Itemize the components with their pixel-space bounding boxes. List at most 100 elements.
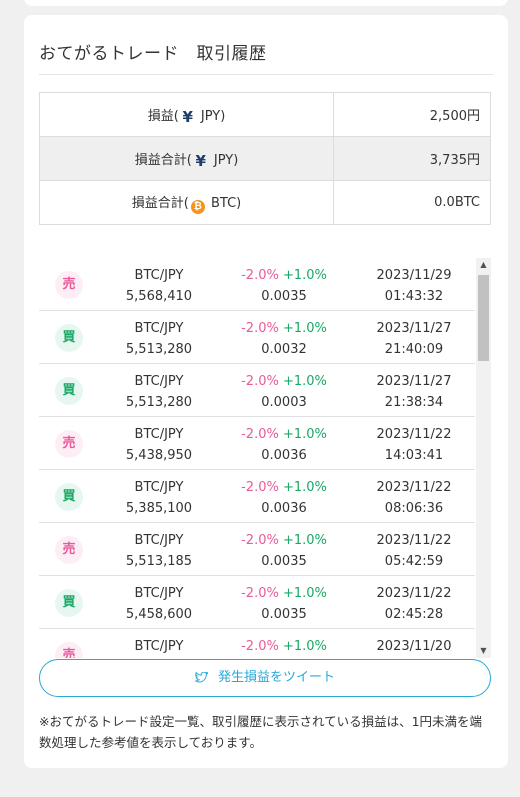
table-row: 売 BTC/JPY 5,438,950 -2.0% +1.0% 0.0036 2023/1… <box>39 417 475 470</box>
take-profit-percent: +1.0% <box>282 321 327 336</box>
buy-badge: 買 <box>55 483 83 511</box>
stop-loss-percent: -2.0% <box>241 427 279 442</box>
stop-loss-percent: -2.0% <box>241 480 279 495</box>
stop-take-settings: -2.0% +1.0% <box>229 268 339 283</box>
take-profit-percent: +1.0% <box>282 374 327 389</box>
tweet-button-label: 発生損益をツイート <box>217 670 335 685</box>
summary-value: 0.0BTC <box>333 180 491 225</box>
trade-date: 2023/11/20 <box>376 639 452 654</box>
stop-take-settings: -2.0% +1.0% <box>229 427 339 442</box>
trade-date: 2023/11/27 <box>376 374 452 389</box>
trade-date: 2023/11/29 <box>376 268 452 283</box>
currency-pair: BTC/JPY <box>134 268 184 283</box>
sell-badge: 売 <box>55 536 83 564</box>
trade-date: 2023/11/22 <box>376 586 452 601</box>
trade-price: 5,513,280 <box>125 342 193 357</box>
stop-take-settings: -2.0% +1.0% <box>229 374 339 389</box>
sell-badge: 売 <box>55 642 83 658</box>
stop-take-settings: -2.0% +1.0% <box>229 639 339 654</box>
currency-pair: BTC/JPY <box>134 480 184 495</box>
scroll-down-arrow-icon[interactable]: ▼ <box>480 646 487 655</box>
take-profit-percent: +1.0% <box>282 427 327 442</box>
trade-rows: 売 BTC/JPY 5,568,410 -2.0% +1.0% 0.0035 2023/1… <box>39 258 475 658</box>
table-row: 買 BTC/JPY 5,513,280 -2.0% +1.0% 0.0032 2023/1… <box>39 311 475 364</box>
page-title: おてがるトレード 取引履歴 <box>39 39 493 75</box>
stop-loss-percent: -2.0% <box>241 268 279 283</box>
stop-loss-percent: -2.0% <box>241 533 279 548</box>
scrollbar-thumb[interactable] <box>478 275 489 361</box>
summary-label: 損益合計(¥ JPY) <box>39 136 334 181</box>
summary-label: 損益(¥ JPY) <box>39 92 334 137</box>
trade-time: 08:06:36 <box>384 501 444 516</box>
trade-date: 2023/11/22 <box>376 427 452 442</box>
table-row: 買 BTC/JPY 5,385,100 -2.0% +1.0% 0.0036 2023/1… <box>39 470 475 523</box>
take-profit-percent: +1.0% <box>282 268 327 283</box>
stop-loss-percent: -2.0% <box>241 374 279 389</box>
summary-row: 損益合計(₿ BTC) 0.0BTC <box>39 180 491 225</box>
scrollbar[interactable]: ▲ ▼ <box>476 258 491 658</box>
sell-badge: 売 <box>55 271 83 299</box>
stop-loss-percent: -2.0% <box>241 321 279 336</box>
summary-row: 損益(¥ JPY) 2,500円 <box>39 92 491 137</box>
buy-badge: 買 <box>55 377 83 405</box>
currency-pair: BTC/JPY <box>134 586 184 601</box>
trade-price: 5,513,185 <box>125 554 193 569</box>
trade-quantity: 0.0035 <box>261 554 307 569</box>
trade-quantity: 0.0036 <box>261 501 307 516</box>
currency-pair: BTC/JPY <box>134 533 184 548</box>
table-row: 売 BTC/JPY -2.0% +1.0% 2023/11/20 <box>39 629 475 658</box>
table-row: 買 BTC/JPY 5,458,600 -2.0% +1.0% 0.0035 2023/1… <box>39 576 475 629</box>
yen-icon: ¥ <box>195 152 206 170</box>
stop-loss-percent: -2.0% <box>241 586 279 601</box>
trade-price: 5,385,100 <box>125 501 193 516</box>
stop-take-settings: -2.0% +1.0% <box>229 321 339 336</box>
trade-time: 21:38:34 <box>384 395 444 410</box>
table-row: 買 BTC/JPY 5,513,280 -2.0% +1.0% 0.0003 2023/1… <box>39 364 475 417</box>
take-profit-percent: +1.0% <box>282 533 327 548</box>
yen-icon: ¥ <box>182 108 193 126</box>
trade-time: 02:45:28 <box>384 607 444 622</box>
trade-time: 14:03:41 <box>384 448 444 463</box>
summary-value: 2,500円 <box>333 92 491 137</box>
summary-label: 損益合計(₿ BTC) <box>39 180 334 225</box>
stop-take-settings: -2.0% +1.0% <box>229 533 339 548</box>
trade-price: 5,513,280 <box>125 395 193 410</box>
stop-loss-percent: -2.0% <box>241 639 279 654</box>
trade-time: 01:43:32 <box>384 289 444 304</box>
take-profit-percent: +1.0% <box>282 480 327 495</box>
trade-quantity: 0.0032 <box>261 342 307 357</box>
take-profit-percent: +1.0% <box>282 586 327 601</box>
trade-price: 5,458,600 <box>125 607 193 622</box>
summary-row: 損益合計(¥ JPY) 3,735円 <box>39 136 491 181</box>
stop-take-settings: -2.0% +1.0% <box>229 480 339 495</box>
table-row: 売 BTC/JPY 5,513,185 -2.0% +1.0% 0.0035 2023/1… <box>39 523 475 576</box>
trade-price: 5,568,410 <box>125 289 193 304</box>
trade-time: 21:40:09 <box>384 342 444 357</box>
trade-quantity: 0.0036 <box>261 448 307 463</box>
buy-badge: 買 <box>55 324 83 352</box>
table-row: 売 BTC/JPY 5,568,410 -2.0% +1.0% 0.0035 2023/1… <box>39 258 475 311</box>
trade-date: 2023/11/22 <box>376 533 452 548</box>
trade-quantity: 0.0003 <box>261 395 307 410</box>
currency-pair: BTC/JPY <box>134 321 184 336</box>
tweet-profit-button[interactable]: 発生損益をツイート <box>39 659 491 697</box>
trade-history-card: おてがるトレード 取引履歴 損益(¥ JPY) 2,500円 損益合計(¥ JP… <box>24 15 508 768</box>
trade-history-list[interactable]: 売 BTC/JPY 5,568,410 -2.0% +1.0% 0.0035 2023/1… <box>39 258 491 658</box>
trade-date: 2023/11/27 <box>376 321 452 336</box>
twitter-bird-icon <box>195 662 209 698</box>
scroll-up-arrow-icon[interactable]: ▲ <box>480 260 487 269</box>
summary-value: 3,735円 <box>333 136 491 181</box>
sell-badge: 売 <box>55 430 83 458</box>
buy-badge: 買 <box>55 589 83 617</box>
disclaimer-note: ※おてがるトレード設定一覧、取引履歴に表示されている損益は、1円未満を端数処理し… <box>39 714 483 750</box>
trade-price: 5,438,950 <box>125 448 193 463</box>
previous-card-bottom <box>24 0 508 6</box>
currency-pair: BTC/JPY <box>134 427 184 442</box>
profit-summary-table: 損益(¥ JPY) 2,500円 損益合計(¥ JPY) 3,735円 損益合計… <box>39 92 491 225</box>
currency-pair: BTC/JPY <box>134 374 184 389</box>
take-profit-percent: +1.0% <box>282 639 327 654</box>
bitcoin-icon: ₿ <box>190 199 205 214</box>
stop-take-settings: -2.0% +1.0% <box>229 586 339 601</box>
currency-pair: BTC/JPY <box>134 639 184 654</box>
trade-date: 2023/11/22 <box>376 480 452 495</box>
